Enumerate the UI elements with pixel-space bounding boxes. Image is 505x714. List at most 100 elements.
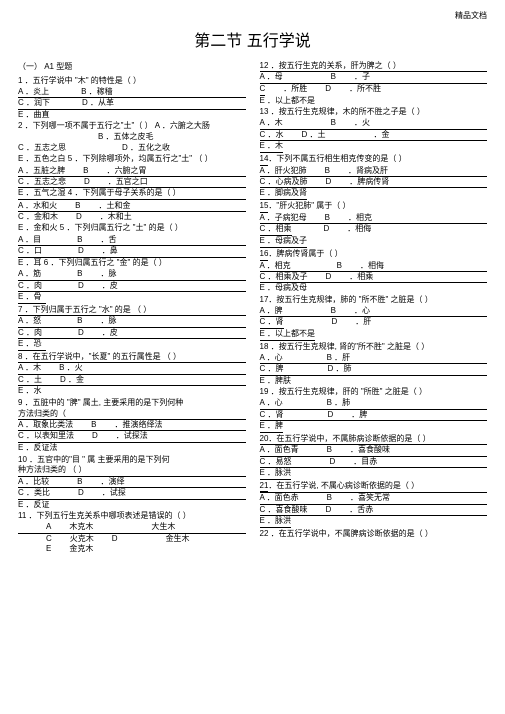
q17-opt-d2: ．肝 — [355, 317, 371, 329]
question-15: 15．"肝火犯肺" 属于（ ） A ．子病犯母 B ．相克 C ．相乘 D ．相… — [260, 201, 488, 248]
q8-opt-e: E ．水 — [18, 386, 246, 397]
q7-opt-b2: ．脉 — [100, 316, 116, 326]
q6-opt-c: C ．肉 — [18, 281, 42, 291]
q1-opt-a: A ．炎上 — [18, 87, 49, 97]
question-21: 21．在五行学说, 不属心病诊断依据的是（ ） A ．面色赤 B ．喜笑无常 C… — [260, 481, 488, 528]
q7-opt-d2: ．皮 — [102, 328, 118, 338]
q21-opt-b: B — [327, 493, 332, 503]
q9-opt-c: C ．以表知里法 — [18, 431, 74, 441]
q11-stem: 11 ．下列五行生克关系中哪项表述是错误的（ ） — [18, 511, 246, 522]
q5-opt-d2: ．鼻 — [102, 246, 118, 256]
q10-opt-e: E ．反证 — [18, 500, 246, 511]
q3-opt-a: A ．五脏之脾 — [18, 166, 65, 176]
q21-opt-d: D — [326, 505, 332, 515]
q18-opt-a: A ．心 — [260, 353, 283, 363]
q10-opt-b: B — [77, 477, 82, 487]
q14-opt-e: E ．脚病及肾 — [260, 188, 488, 200]
question-3: A ．五脏之脾 B ．六腑之胃 C ．五志之悲 D ．五官之口 E ．五气之湿 … — [18, 166, 246, 200]
q11-opt-e2: 金克木 — [69, 544, 93, 555]
q15-opt-a: A ．子病犯母 — [260, 213, 307, 223]
q4-opt-d: D — [76, 212, 82, 223]
question-7: 7 ．下列归属于五行之 "水" 的是 （ ） A ．怒 B ．脉 C ．肉 D … — [18, 305, 246, 351]
q17-opt-e: E ．以上都不是 — [260, 329, 488, 341]
q17-opt-b2: ．心 — [354, 306, 370, 316]
q5-opt-e: E ．耳 6 ．下列归属五行之 "金" 的是（ ） — [18, 258, 246, 269]
q12-opt-b2: ．子 — [354, 72, 370, 82]
q11-opt-a: A — [46, 522, 51, 532]
q10-opt-d2: ．试探 — [102, 488, 126, 498]
q19-opt-c: C ．肾 — [260, 410, 284, 420]
q9-stem: 9 ．五脏中的 "脾" 属土, 主要采用的是下列何种 — [18, 398, 246, 409]
question-11: 11 ．下列五行生克关系中哪项表述是错误的（ ） A 木克木 大生木 C 火克木… — [18, 511, 246, 555]
q4-opt-d2: ．木和土 — [100, 212, 132, 223]
q11-opt-a2: 木克木 — [69, 522, 93, 532]
q15-s2: ．"肝火犯肺" 属于（ ） — [268, 201, 350, 210]
q18-opt-e: E ．脾肤 — [260, 376, 488, 387]
q9-l2: 方法归类的（ — [18, 409, 246, 420]
q3-opt-b: B — [83, 166, 88, 176]
q16-opt-e: E ．母病及母 — [260, 283, 488, 294]
q20-opt-d2: ．目赤 — [353, 457, 377, 467]
q4-opt-c: C ．金和木 — [18, 212, 58, 223]
q12-opt-e: E ．以上都不是 — [260, 96, 488, 107]
q4-opt-b2: ．土和金 — [98, 201, 130, 211]
q6-opt-d: D — [78, 281, 84, 291]
q14-opt-d2: ．脾病传肾 — [349, 177, 389, 187]
q11-opt-c2: 火克木 — [70, 534, 94, 545]
q5-opt-c: C ．口 — [18, 246, 42, 256]
q9-opt-b2: ．推演络绎法 — [114, 420, 162, 430]
q11-opt-c: C — [46, 534, 52, 545]
q8-opt-d: D ．金 — [60, 375, 84, 385]
q9-opt-a: A ．取象比类法 — [18, 420, 73, 430]
q10-opt-d: D — [78, 488, 84, 498]
q13-opt-b2: ．火 — [354, 118, 370, 128]
q12-stem: 12 ．按五行生克的关系，肝为脾之（ ） — [260, 61, 488, 72]
q9-opt-b: B — [91, 420, 96, 430]
q1-opt-e: E ．曲直 — [18, 110, 246, 121]
q17-stem: 17．按五行生克规律，肺的 "所不胜" 之脏是（ ） — [260, 295, 488, 306]
q7-opt-e: E ．恐 — [18, 339, 246, 351]
q7-opt-c: C ．肉 — [18, 328, 42, 338]
q17-opt-a: A ．脾 — [260, 306, 283, 316]
q16-s2: ．脾病传肾属于（ ） — [268, 249, 342, 258]
q12-opt-a: A ．母 — [260, 72, 283, 82]
q7-opt-a: A ．怒 — [18, 316, 41, 326]
q17-opt-c: C ．肾 — [260, 317, 284, 329]
q4-opt-e: E ．金和火 5 ．下列归属五行之 "土" 的是（ ） — [18, 223, 246, 234]
q5-opt-b: B — [77, 235, 82, 245]
question-8: 8 ．在五行学说中，"长夏" 的五行属性是 （ ） A ．木 B ．火 C ．土… — [18, 352, 246, 397]
q21-opt-a: A ．面色赤 — [260, 493, 299, 503]
q4-opt-a: A ．水和火 — [18, 201, 57, 211]
q6-opt-b: B — [77, 269, 82, 279]
question-12: 12 ．按五行生克的关系，肝为脾之（ ） A ．母 B ．子 C ．所胜 D ．… — [260, 61, 488, 106]
q18-opt-d: D ．肺 — [328, 364, 352, 374]
q10-stem: 10 ．五官中的"目 " 属 主要采用的是下列何 — [18, 455, 246, 466]
content-columns: （一） A1 型题 1 ．五行学说中 "木" 的特性是（ ） A ．炎上 B ．… — [18, 61, 487, 556]
q21-opt-c: C ．喜食酸味 — [260, 505, 308, 515]
question-20: 20．在五行学说中，不属肺病诊断依据的是（ ） A ．面色青 B ．喜食酸味 C… — [260, 434, 488, 480]
question-22: 22 ．在五行学说中，不属脾病诊断依据的是（ ） — [260, 529, 488, 540]
q3-opt-e: E ．五气之湿 4 ．下列属于母子关系的是（ ） — [18, 188, 246, 199]
q3-opt-c: C ．五志之悲 — [18, 177, 66, 187]
q20-opt-e: E ．脉洪 — [260, 468, 488, 480]
q21-opt-b2: ．喜笑无常 — [350, 493, 390, 503]
q15-opt-d: D — [324, 224, 330, 236]
q15-opt-d2: ．相侮 — [347, 224, 371, 236]
q8-opt-c: C ．土 — [18, 375, 42, 385]
q13-opt-a: A ．木 — [260, 118, 283, 128]
q11-opt-d: D — [112, 534, 118, 545]
q18-opt-b: B ．肝 — [327, 353, 351, 363]
header-label: 精品文档 — [18, 10, 487, 21]
question-18: 18 ．按五行生克规律, 肾的"所不胜" 之脏是（ ） A ．心 B ．肝 C … — [260, 342, 488, 386]
question-6: A ．筋 B ．脉 C ．肉 D ．皮 E ．骨 — [18, 269, 246, 304]
q8-opt-b: B ．火 — [59, 363, 83, 373]
q19-opt-a: A ．心 — [260, 398, 283, 408]
q21-s2: ．在五行学说, 不属心病诊断依据的是（ ） — [268, 481, 419, 490]
q16-opt-d: D — [326, 272, 332, 282]
q12-opt-b: B — [331, 72, 336, 82]
q20-opt-d: D — [330, 457, 336, 467]
right-column: 12 ．按五行生克的关系，肝为脾之（ ） A ．母 B ．子 C ．所胜 D ．… — [260, 61, 488, 556]
q10-opt-b2: ．演绎 — [100, 477, 124, 487]
question-10: 10 ．五官中的"目 " 属 主要采用的是下列何 种方法归类的 （ ） A ．比… — [18, 455, 246, 511]
q15-opt-e: E ．母病及子 — [260, 236, 488, 248]
